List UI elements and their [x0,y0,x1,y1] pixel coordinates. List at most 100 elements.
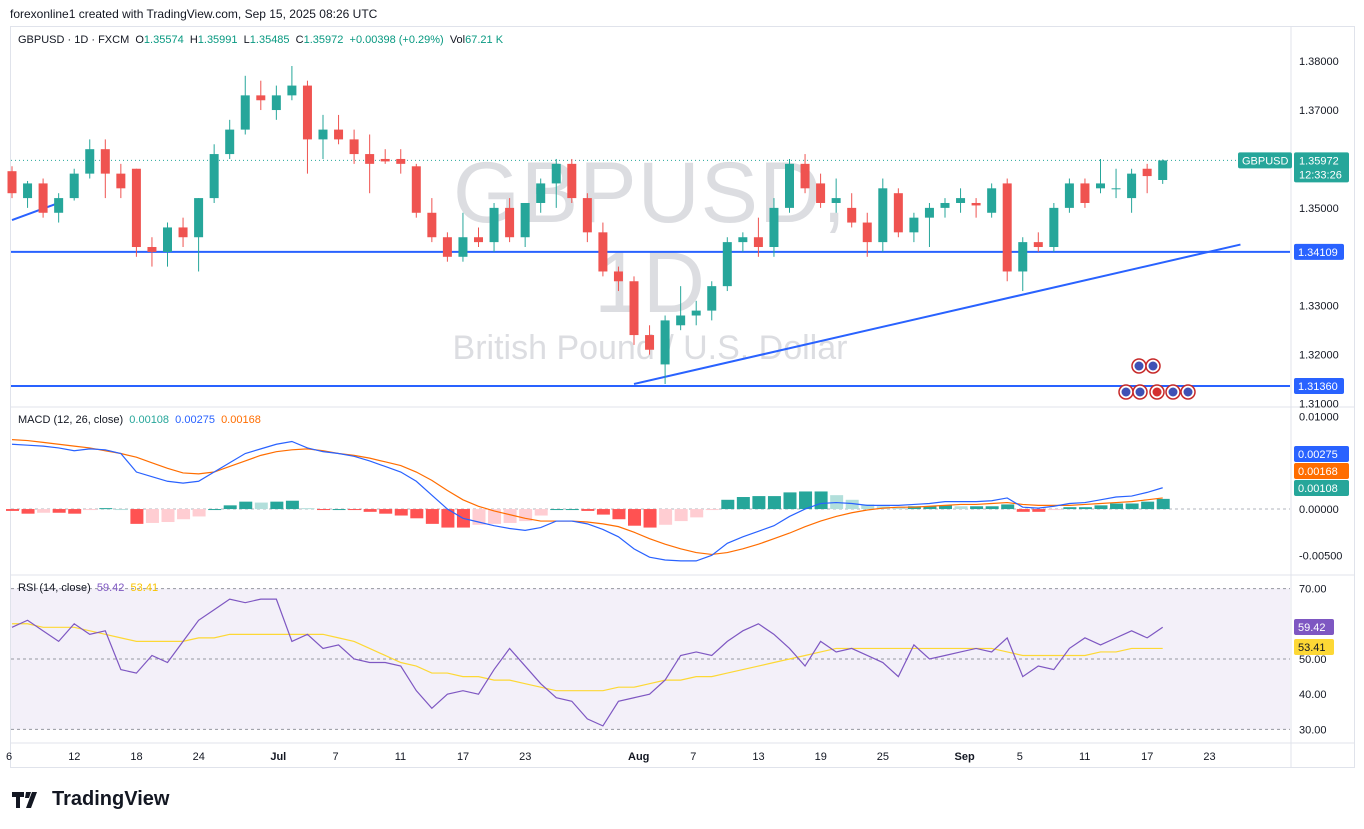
candle [318,114,328,159]
x-axis-label: 13 [752,751,764,763]
candle [831,178,841,213]
candle-body [520,202,530,238]
candle-body [551,163,561,184]
candle [567,158,577,203]
x-axis-label: 11 [395,751,406,763]
open-label: O [135,34,144,46]
macd-line [11,440,1163,562]
macd-histogram-bar [270,501,284,510]
macd-histogram-bar [488,509,502,524]
candle-body [878,188,888,243]
macd-histogram-bar [130,509,144,524]
macd-histogram-bar [239,501,253,510]
macd-histogram-bar [192,509,206,517]
candle-body [629,281,639,336]
x-axis-label: 17 [1141,751,1153,763]
candle [800,154,810,194]
uk-flag-event-icon [1145,358,1161,374]
attribution-header: forexonline1 created with TradingView.co… [10,7,378,21]
x-axis-label: Aug [628,751,649,763]
uk-flag-event-icon [1165,384,1181,400]
symbol-badge-label: GBPUSD [1242,155,1289,167]
support-price-badge [1294,377,1344,394]
uk-flag-event-icon-fill [1168,387,1178,397]
candle [1002,178,1012,282]
macd-value-badge-label: 0.00168 [1298,466,1338,478]
macd-histogram-bar [68,509,82,514]
candle [489,202,499,252]
candle-body [349,139,359,155]
symbol-name[interactable]: GBPUSD · 1D · FXCM [18,34,130,46]
candle [1096,158,1105,194]
candle-body [240,95,250,130]
candle [1064,178,1074,213]
macd-legend: MACD (12, 26, close) 0.00108 0.00275 0.0… [18,414,261,426]
macd-histogram-bar [954,506,968,510]
candle-body [380,158,390,162]
support-price-badge-label: 1.34109 [1298,247,1338,259]
macd-value-badge [1294,463,1349,479]
macd-histogram-bar [970,506,984,510]
macd-histogram-bar [643,509,657,528]
macd-histogram-bar [503,509,517,523]
uk-flag-event-icon-fill [1121,387,1131,397]
bar-countdown: 12:33:26 [1299,169,1342,181]
macd-histogram-bar [177,509,191,520]
tradingview-logo-icon [12,791,37,808]
uk-flag-event-icon [1118,384,1134,400]
macd-histogram-bar [52,509,66,513]
candle [769,198,779,257]
macd-histogram-bar [6,509,19,511]
macd-histogram-bar [145,509,159,523]
rsi-ma-value: 53.41 [130,582,159,594]
candle-body [1096,183,1105,189]
x-axis-label: 17 [457,751,469,763]
candle-body [816,183,826,203]
macd-value-badge [1294,480,1349,496]
candle-body [365,154,375,164]
candle-body [645,335,655,350]
x-axis-label: 24 [193,751,205,763]
x-axis-label: 5 [1017,751,1023,763]
candle [909,212,919,243]
volume-label: Vol [449,34,466,46]
candle-body [707,286,717,311]
macd-histogram-bar [99,508,113,510]
x-axis-label: 11 [1079,751,1090,763]
rsi-tick-label: 70.00 [1299,584,1327,596]
candle-body [256,95,266,101]
macd-histogram-bar [612,509,626,520]
candle [971,198,981,218]
macd-histogram-bar [674,509,688,522]
us-flag-event-icon [1149,384,1165,400]
candle-body [909,217,919,233]
chart-svg[interactable]: 1.38000 1.37000 1.35000 1.33000 1.32000 1.310… [0,0,1364,770]
candle-body [582,198,592,233]
macd-histogram-bar [721,499,735,510]
candle-body [862,222,872,243]
candle-body [100,149,110,174]
uk-flag-event-icon [1131,358,1147,374]
price-tick-label: 1.38000 [1299,56,1339,68]
candle-body [1127,173,1137,199]
candle [209,144,219,203]
candle-body [536,183,546,203]
macd-histogram-bar [1063,507,1077,510]
tradingview-logo[interactable]: TradingView [12,788,169,811]
candle [287,66,297,101]
candle [924,202,934,248]
candle-body [69,173,79,199]
candle-body [85,149,95,174]
candle [629,276,639,345]
macd-histogram-bar [690,509,704,518]
rsi-tick-label: 40.00 [1299,689,1327,701]
rsi-value-badge-label: 59.42 [1298,622,1326,634]
candle-body [458,237,468,257]
candle [411,163,421,218]
rsi-ma-line [12,623,1163,692]
candle-body [940,202,950,208]
candle-body [505,207,515,238]
candle [753,217,763,257]
candle-body [924,207,934,218]
uk-flag-event-icon [1132,384,1148,400]
